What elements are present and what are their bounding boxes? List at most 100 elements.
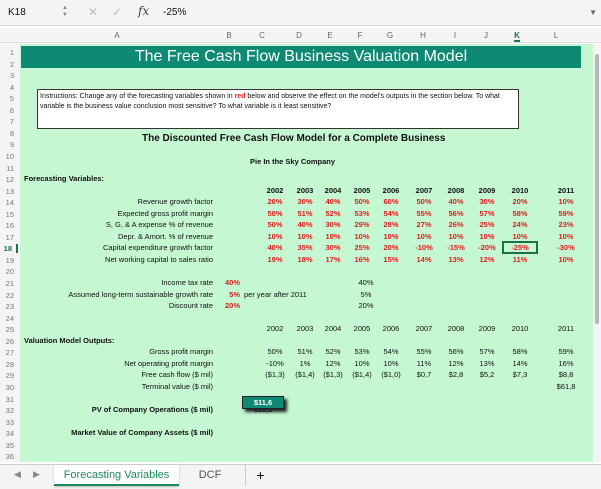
- variable-input[interactable]: 56%: [448, 208, 464, 218]
- variable-input[interactable]: 51%: [297, 208, 313, 218]
- column-header-C[interactable]: C: [259, 31, 265, 40]
- prev-sheet-icon[interactable]: ◀: [14, 469, 21, 479]
- variable-input[interactable]: 14%: [416, 254, 432, 264]
- add-sheet-button[interactable]: +: [245, 465, 275, 486]
- row-header-14[interactable]: 14: [5, 198, 14, 208]
- assumption-input[interactable]: 40%: [224, 278, 240, 287]
- row-header-20[interactable]: 20: [5, 267, 14, 277]
- variable-input[interactable]: 40%: [448, 197, 464, 207]
- column-header-H[interactable]: H: [420, 31, 426, 40]
- vertical-scrollbar[interactable]: [593, 44, 601, 462]
- variable-input[interactable]: 50%: [354, 197, 370, 207]
- column-header-D[interactable]: D: [296, 31, 302, 40]
- variable-input[interactable]: 30%: [325, 220, 341, 230]
- variable-input[interactable]: 13%: [448, 254, 464, 264]
- market-value-cell[interactable]: $11,6: [242, 396, 284, 409]
- row-header-1[interactable]: 1: [9, 48, 14, 57]
- row-header-13[interactable]: 13: [5, 186, 14, 196]
- variable-input[interactable]: -20%: [478, 243, 496, 253]
- variable-input[interactable]: 50%: [267, 220, 283, 230]
- row-header-32[interactable]: 32: [5, 406, 14, 416]
- enter-icon[interactable]: ✓: [112, 5, 123, 19]
- variable-input[interactable]: 50%: [416, 197, 432, 207]
- row-header-24[interactable]: 24: [5, 313, 14, 323]
- variable-input[interactable]: 20%: [267, 197, 283, 207]
- column-header-K[interactable]: K: [514, 31, 520, 42]
- row-header-21[interactable]: 21: [5, 279, 14, 288]
- variable-input[interactable]: -25%: [511, 243, 529, 253]
- variable-input[interactable]: 20%: [512, 197, 528, 207]
- variable-input[interactable]: 40%: [325, 197, 341, 207]
- name-box[interactable]: K18: [8, 7, 26, 18]
- row-header-15[interactable]: 15: [5, 209, 14, 219]
- row-header-18[interactable]: 18: [0, 244, 18, 254]
- variable-input[interactable]: 40%: [297, 220, 313, 230]
- row-header-8[interactable]: 8: [9, 128, 14, 138]
- row-header-12[interactable]: 12: [5, 175, 14, 185]
- variable-input[interactable]: -30%: [557, 243, 575, 253]
- variable-input[interactable]: 20%: [383, 243, 399, 253]
- column-header-A[interactable]: A: [114, 31, 120, 40]
- variable-input[interactable]: 10%: [558, 231, 574, 241]
- variable-input[interactable]: 10%: [416, 231, 432, 241]
- variable-input[interactable]: 18%: [297, 254, 313, 264]
- row-header-23[interactable]: 23: [5, 302, 14, 312]
- row-header-6[interactable]: 6: [9, 105, 14, 115]
- variable-input[interactable]: 53%: [354, 208, 370, 218]
- row-header-4[interactable]: 4: [9, 82, 14, 92]
- row-header-29[interactable]: 29: [5, 371, 14, 381]
- variable-input[interactable]: 10%: [354, 231, 370, 241]
- row-header-2[interactable]: 2: [9, 59, 14, 69]
- row-header-26[interactable]: 26: [5, 336, 14, 346]
- column-header-I[interactable]: I: [453, 31, 457, 40]
- variable-input[interactable]: 59%: [558, 208, 574, 218]
- variable-input[interactable]: 24%: [512, 220, 528, 230]
- variable-input[interactable]: 50%: [267, 208, 283, 218]
- name-box-stepper-icon[interactable]: ▲ ▼: [62, 5, 68, 18]
- variable-input[interactable]: 17%: [325, 254, 341, 264]
- selected-cell-k18[interactable]: [502, 241, 538, 255]
- formula-input[interactable]: -25%: [163, 7, 187, 18]
- row-header-5[interactable]: 5: [9, 94, 14, 104]
- row-header-22[interactable]: 22: [5, 290, 14, 300]
- variable-input[interactable]: 30%: [479, 197, 495, 207]
- variable-input[interactable]: 10%: [558, 254, 574, 264]
- variable-input[interactable]: 25%: [479, 220, 495, 230]
- row-header-17[interactable]: 17: [5, 232, 14, 242]
- row-header-3[interactable]: 3: [9, 71, 14, 81]
- variable-input[interactable]: 29%: [354, 220, 370, 230]
- variable-input[interactable]: 40%: [267, 243, 283, 253]
- variable-input[interactable]: 10%: [558, 197, 574, 207]
- row-header-25[interactable]: 25: [5, 325, 14, 335]
- column-header-E[interactable]: E: [327, 31, 333, 40]
- variable-input[interactable]: 10%: [297, 231, 313, 241]
- cancel-icon[interactable]: ✕: [88, 5, 99, 19]
- tab-forecasting-variables[interactable]: Forecasting Variables: [54, 465, 179, 486]
- column-header-G[interactable]: G: [386, 31, 394, 40]
- variable-input[interactable]: 16%: [354, 254, 370, 264]
- variable-input[interactable]: 58%: [512, 208, 528, 218]
- variable-input[interactable]: 54%: [383, 208, 399, 218]
- variable-input[interactable]: 60%: [383, 197, 399, 207]
- variable-input[interactable]: 10%: [325, 231, 341, 241]
- variable-input[interactable]: 19%: [267, 254, 283, 264]
- row-header-10[interactable]: 10: [5, 151, 14, 161]
- variable-input[interactable]: 23%: [558, 220, 574, 230]
- row-header-34[interactable]: 34: [5, 429, 14, 439]
- row-header-35[interactable]: 35: [5, 440, 14, 450]
- variable-input[interactable]: 10%: [448, 231, 464, 241]
- variable-input[interactable]: 28%: [383, 220, 399, 230]
- tab-dcf[interactable]: DCF: [198, 469, 222, 481]
- variable-input[interactable]: 57%: [479, 208, 495, 218]
- variable-input[interactable]: 52%: [325, 208, 341, 218]
- column-header-J[interactable]: J: [484, 31, 488, 40]
- variable-input[interactable]: 26%: [448, 220, 464, 230]
- function-icon[interactable]: fx: [138, 4, 150, 18]
- row-header-33[interactable]: 33: [5, 417, 14, 427]
- variable-input[interactable]: 12%: [479, 254, 495, 264]
- variable-input[interactable]: 10%: [267, 231, 283, 241]
- variable-input[interactable]: 10%: [512, 231, 528, 241]
- variable-input[interactable]: 55%: [416, 208, 432, 218]
- next-sheet-icon[interactable]: ▶: [33, 469, 40, 479]
- row-header-19[interactable]: 19: [5, 255, 14, 265]
